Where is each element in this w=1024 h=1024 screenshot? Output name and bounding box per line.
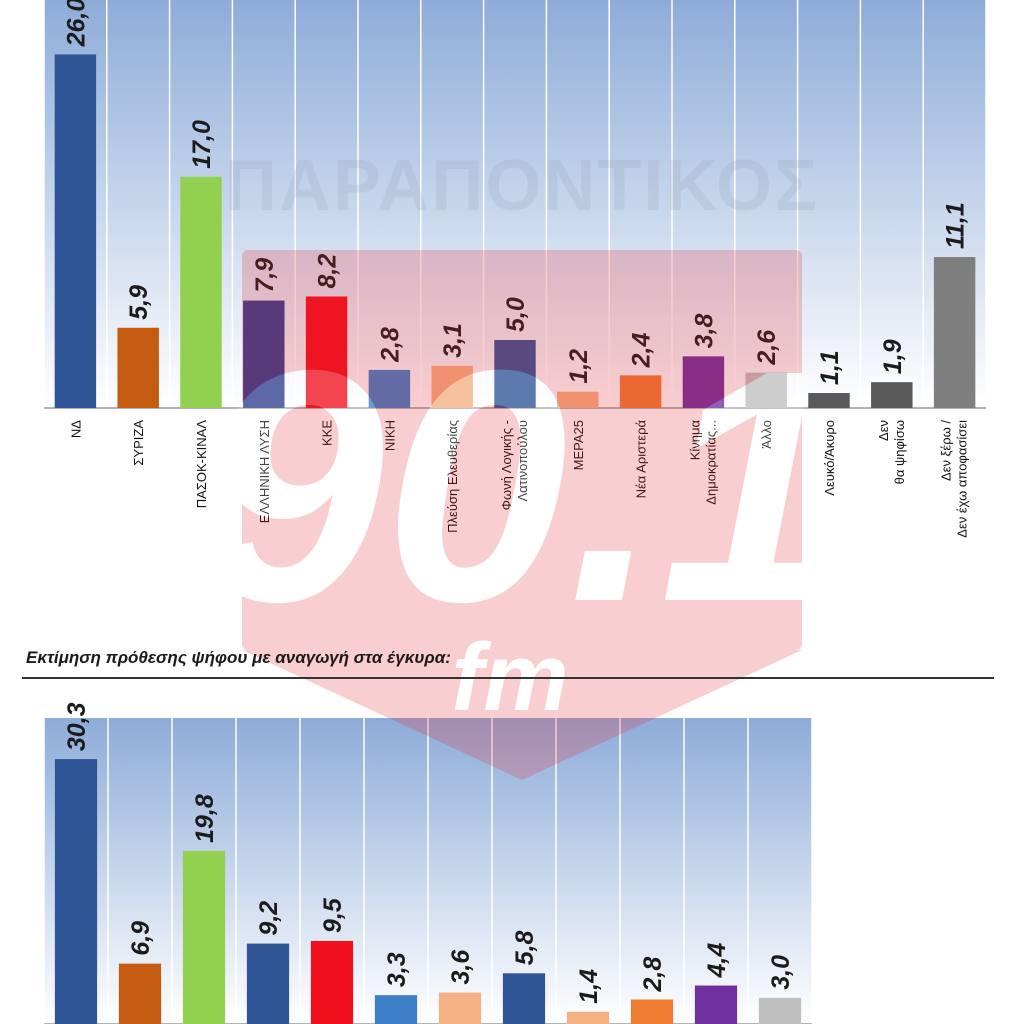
category-label: Δενθα ψηφίσω — [876, 420, 907, 484]
value-label: 1,2 — [565, 349, 593, 384]
bar — [54, 54, 97, 409]
value-label: 2,6 — [753, 329, 781, 366]
bar — [758, 997, 802, 1024]
watermark-shield — [242, 250, 802, 650]
category-label: Δεν ξέρω /Δεν έχω αποφασίσει — [939, 420, 970, 538]
value-label: 9,5 — [319, 897, 347, 933]
bar — [630, 999, 674, 1024]
value-label: 17,0 — [188, 120, 216, 169]
value-label: 11,1 — [942, 202, 970, 249]
chart-vote-intention-valid: 30,3 6,9 19,8 9,2 9,5 3,3 3,6 5,8 1,4 2,8 4,4 3,0 — [43, 702, 813, 1024]
bar — [502, 973, 546, 1024]
value-label: 9,2 — [255, 901, 283, 936]
category-label: ΚΚΕ — [320, 420, 335, 446]
bar — [871, 382, 913, 408]
value-label: 4,4 — [703, 943, 731, 979]
value-label: 6,9 — [127, 921, 155, 956]
value-label: 3,1 — [439, 323, 467, 358]
value-label: 2,4 — [628, 333, 656, 369]
bar — [694, 985, 738, 1024]
value-label: 2,8 — [639, 957, 667, 993]
watermark-top-text: ΠΑΡΑΠΟΝΤΙΚΟΣ — [225, 146, 820, 226]
value-label: 3,6 — [447, 949, 475, 985]
category-label: ΚίνημαΔημοκρατίας... — [687, 420, 718, 505]
category-label: ΜΕΡΑ25 — [571, 420, 586, 470]
value-label: 30,3 — [63, 702, 91, 751]
bar — [180, 176, 222, 408]
bar — [682, 356, 725, 408]
bar — [243, 300, 285, 408]
category-label: Νέα Αριστερά — [634, 420, 649, 499]
value-label: 3,0 — [767, 955, 795, 990]
radio-watermark-logo: ΠΑΡΑΠΟΝΤΙΚΟΣ 90.1 fm — [201, 146, 843, 780]
value-label: 7,9 — [251, 258, 279, 293]
bar — [933, 257, 976, 408]
section-title: Εκτίμηση πρόθεσης ψήφου με αναγωγή στα έ… — [26, 648, 451, 667]
bar — [494, 340, 536, 408]
bar — [745, 372, 787, 408]
watermark-main-text: 90.1 — [201, 301, 843, 670]
bar — [117, 327, 159, 408]
bar — [182, 850, 226, 1024]
value-label: 3,3 — [383, 952, 411, 987]
bar — [246, 943, 290, 1024]
bar — [808, 393, 850, 408]
bar — [557, 391, 599, 408]
bar — [368, 369, 411, 408]
value-label: 19,8 — [191, 794, 219, 843]
value-label: 2,8 — [376, 327, 404, 363]
value-label: 5,8 — [511, 930, 539, 965]
value-label: 1,4 — [575, 969, 603, 1004]
category-label: Λευκό/Άκυρο — [822, 420, 837, 496]
watermark-shield-point — [242, 650, 802, 780]
bar — [431, 365, 473, 408]
bar — [619, 375, 662, 408]
value-label: 1,9 — [879, 339, 907, 374]
value-label: 5,0 — [502, 297, 530, 332]
bar — [54, 759, 98, 1024]
value-label: 3,8 — [690, 313, 718, 348]
bar — [566, 1011, 610, 1024]
value-label: 8,2 — [314, 254, 342, 289]
bar — [438, 992, 482, 1024]
bar — [310, 940, 354, 1024]
bar — [118, 963, 162, 1024]
category-label: ΝΙΚΗ — [382, 420, 397, 451]
category-label: Άλλο — [759, 420, 774, 449]
category-label: Φωνή Λογικής -Λατινοπούλου — [499, 420, 530, 510]
category-label: ΠΑΣΟΚ-ΚΙΝΑΛ — [194, 420, 209, 509]
category-label: ΝΔ — [68, 420, 83, 438]
section-divider — [22, 677, 994, 679]
value-label: 26,0 — [62, 0, 90, 47]
chart-vote-intention: 26,0 ΝΔ 5,9 ΣΥΡΙΖΑ 17,0 ΠΑΣΟΚ-ΚΙΝΑΛ 7,9 ΕΛΛΗΝΙΚ… — [43, 0, 987, 538]
value-label: 1,1 — [816, 350, 844, 385]
category-label: ΣΥΡΙΖΑ — [131, 420, 146, 466]
bar — [305, 296, 348, 408]
bar — [374, 995, 418, 1024]
value-label: 5,9 — [125, 285, 153, 320]
category-label: ΕΛΛΗΝΙΚΗ ΛΥΣΗ — [257, 420, 272, 523]
category-label: Πλεύση Ελευθερίας — [445, 420, 460, 533]
